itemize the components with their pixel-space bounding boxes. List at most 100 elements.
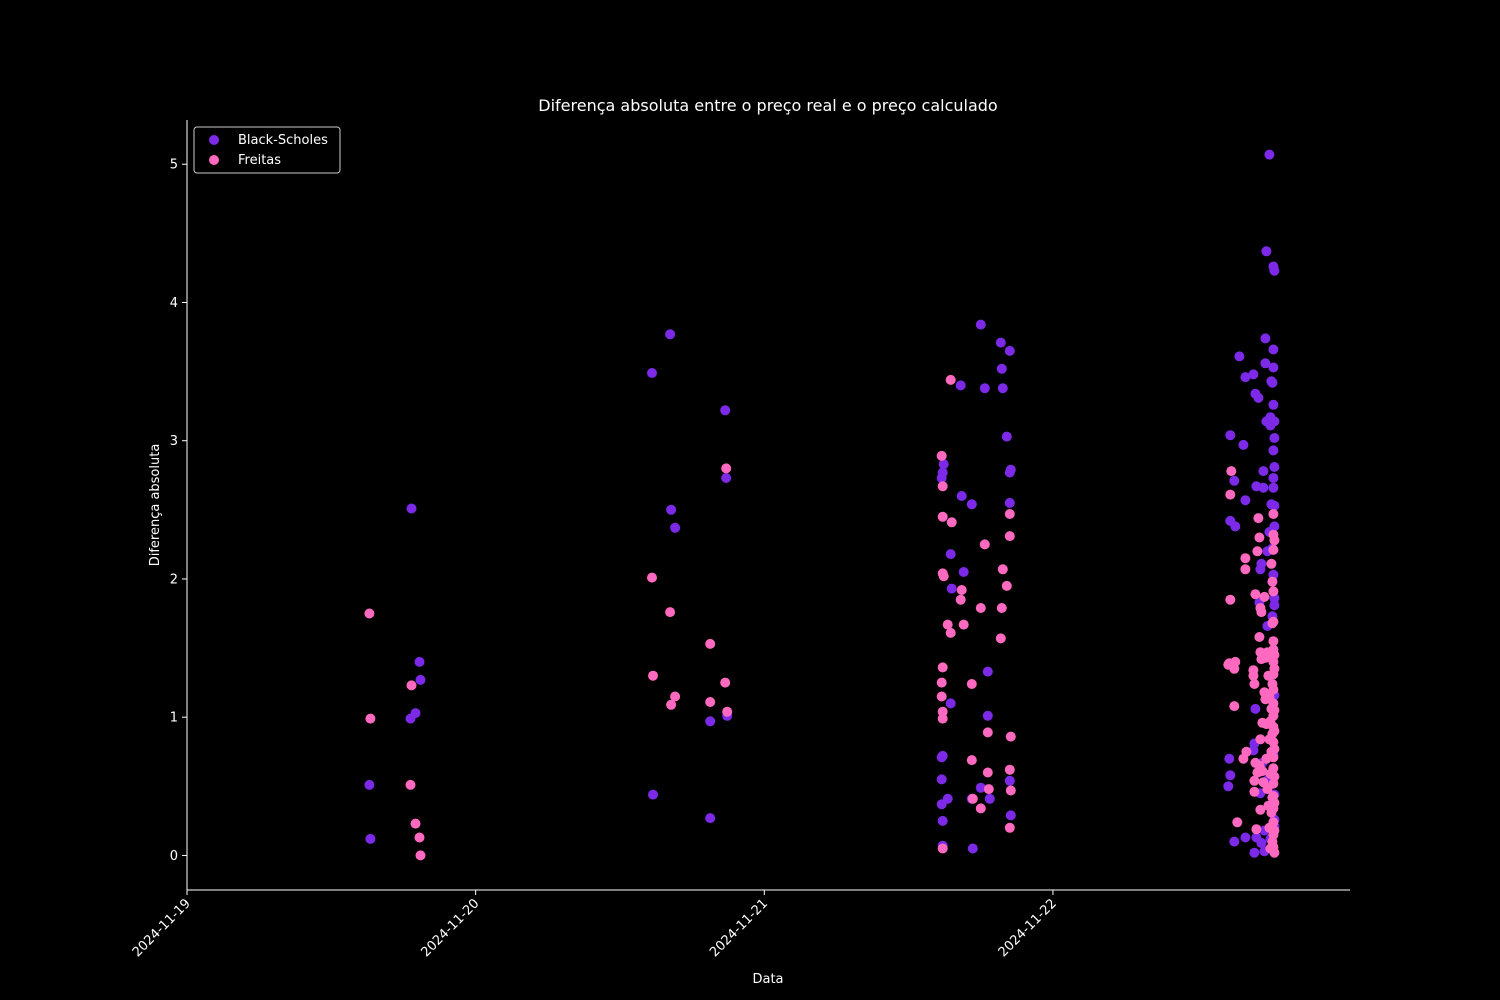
point-series-0-60 <box>1234 351 1245 362</box>
point-series-1-62 <box>1232 817 1243 828</box>
point-series-0-48 <box>1005 464 1016 475</box>
point-series-0-21 <box>937 750 948 761</box>
point-series-1-28 <box>945 374 956 385</box>
point-series-1-146 <box>1269 797 1280 808</box>
point-series-0-114 <box>1269 500 1280 511</box>
point-series-0-93 <box>1264 149 1275 160</box>
legend-marker-black-scholes <box>209 135 219 145</box>
y-axis-label: Diferença absoluta <box>148 444 163 567</box>
point-series-0-100 <box>1267 377 1278 388</box>
point-series-1-69 <box>1249 679 1260 689</box>
point-series-1-74 <box>1251 824 1262 835</box>
point-series-1-75 <box>1252 546 1263 557</box>
point-series-0-24 <box>937 815 948 826</box>
point-series-1-46 <box>997 564 1008 575</box>
point-series-1-40 <box>979 539 990 550</box>
point-series-1-44 <box>995 633 1006 644</box>
point-series-1-65 <box>1240 564 1251 575</box>
point-series-0-86 <box>1260 358 1271 369</box>
point-series-1-1 <box>365 713 376 724</box>
point-series-0-109 <box>1269 433 1280 443</box>
point-series-1-140 <box>1269 650 1280 660</box>
point-series-0-55 <box>1225 430 1236 441</box>
point-series-0-37 <box>979 383 990 394</box>
point-series-0-42 <box>995 337 1006 348</box>
point-series-1-107 <box>1266 558 1277 569</box>
point-series-1-70 <box>1250 589 1261 600</box>
point-series-1-79 <box>1254 632 1265 642</box>
point-series-1-13 <box>705 697 716 707</box>
point-series-1-17 <box>936 450 947 461</box>
point-series-1-61 <box>1229 701 1240 712</box>
point-series-0-54 <box>1225 770 1236 781</box>
point-series-0-28 <box>945 698 956 709</box>
point-series-0-30 <box>955 380 966 391</box>
point-series-1-36 <box>966 755 977 766</box>
point-series-1-82 <box>1255 734 1266 745</box>
point-series-1-73 <box>1249 786 1260 797</box>
point-series-1-68 <box>1248 670 1259 681</box>
point-series-1-126 <box>1268 684 1279 695</box>
point-series-1-139 <box>1269 535 1280 546</box>
point-series-0-49 <box>1004 497 1015 508</box>
point-series-0-104 <box>1269 265 1280 276</box>
point-series-1-144 <box>1269 744 1280 754</box>
point-series-0-105 <box>1268 344 1279 355</box>
point-series-0-108 <box>1269 416 1280 427</box>
point-series-1-84 <box>1255 804 1266 815</box>
point-series-0-32 <box>958 567 969 577</box>
point-series-0-0 <box>364 779 375 790</box>
point-series-0-113 <box>1268 482 1279 493</box>
point-series-1-49 <box>1004 531 1015 542</box>
y-tick-label-5: 5 <box>170 158 178 173</box>
point-series-0-81 <box>1258 466 1269 477</box>
point-series-0-57 <box>1230 521 1241 532</box>
point-series-0-112 <box>1268 473 1279 483</box>
point-series-1-60 <box>1230 656 1241 667</box>
legend-label-freitas: Freitas <box>238 153 281 168</box>
point-series-0-5 <box>414 656 425 667</box>
point-series-0-33 <box>966 499 977 510</box>
point-series-0-22 <box>936 774 947 785</box>
point-series-0-4 <box>410 708 421 719</box>
point-series-1-30 <box>942 619 953 630</box>
point-series-0-63 <box>1240 495 1251 506</box>
point-series-1-53 <box>1004 822 1015 833</box>
point-series-1-25 <box>937 706 948 717</box>
point-series-0-27 <box>946 583 957 594</box>
point-series-0-111 <box>1269 462 1280 472</box>
point-series-1-18 <box>937 481 948 492</box>
legend: Black-Scholes Freitas <box>193 126 341 174</box>
point-series-1-121 <box>1268 616 1279 627</box>
point-series-1-31 <box>945 627 956 638</box>
point-series-0-41 <box>984 793 995 804</box>
legend-frame <box>193 126 341 174</box>
y-tick-label-4: 4 <box>170 296 178 311</box>
point-series-1-48 <box>1004 509 1015 519</box>
y-tick-label-1: 1 <box>170 711 178 726</box>
point-series-1-16 <box>722 706 733 717</box>
point-series-1-11 <box>670 691 681 702</box>
point-series-1-56 <box>1225 594 1236 605</box>
point-series-1-147 <box>1269 825 1280 836</box>
point-series-1-34 <box>958 619 969 630</box>
point-series-0-76 <box>1256 558 1267 569</box>
point-series-1-145 <box>1269 771 1280 782</box>
point-series-0-110 <box>1268 445 1279 456</box>
x-axis-label: Data <box>752 972 783 987</box>
point-series-1-22 <box>937 662 948 673</box>
point-series-0-14 <box>720 405 731 416</box>
point-series-0-18 <box>937 467 948 478</box>
point-series-0-115 <box>1269 521 1280 532</box>
point-series-1-33 <box>956 585 967 595</box>
point-series-0-12 <box>705 716 716 727</box>
chart-title: Diferença absoluta entre o preço real e … <box>538 96 997 115</box>
point-series-1-4 <box>410 818 421 829</box>
point-series-1-66 <box>1241 746 1252 757</box>
point-series-0-36 <box>975 319 986 330</box>
point-series-0-11 <box>670 522 681 533</box>
point-series-1-136 <box>1268 817 1279 828</box>
point-series-1-120 <box>1268 586 1279 597</box>
point-series-0-40 <box>982 710 993 721</box>
